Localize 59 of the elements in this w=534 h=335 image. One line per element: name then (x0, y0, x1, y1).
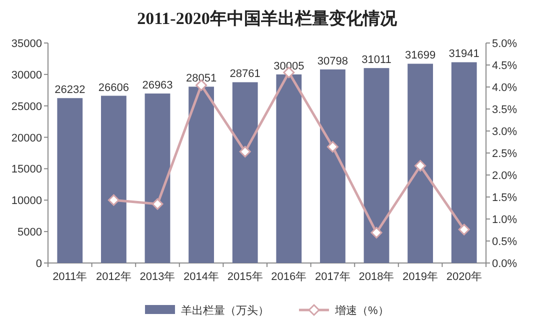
point (152, 198, 164, 210)
y2-tick-label: 5.0% (492, 38, 518, 50)
bar (408, 64, 433, 263)
x-tick-label: 2020年 (446, 271, 482, 283)
data-label: 26606 (98, 82, 129, 94)
y2-tick-label: 0.5% (492, 236, 518, 248)
y-tick-label: 25000 (11, 100, 42, 113)
bar (188, 86, 214, 263)
y-tick-label: 15000 (11, 164, 42, 176)
data-label: 28761 (230, 68, 260, 80)
y2-tick-label: 0.0% (492, 258, 518, 270)
y-tick-label: 5000 (18, 226, 42, 239)
y-tick-label: 35000 (11, 38, 42, 50)
point (239, 146, 251, 158)
y-tick-label: 30000 (11, 69, 42, 82)
y2-tick-label: 2.0% (492, 170, 518, 182)
x-tick-label: 2011年 (52, 271, 88, 283)
data-label: 30005 (274, 60, 304, 72)
y2-tick-label: 4.0% (492, 82, 518, 94)
data-label: 28051 (186, 72, 217, 85)
legend-label: 羊出栏量（万头） (181, 304, 269, 317)
bar (364, 68, 390, 263)
y2-tick-label: 1.5% (492, 192, 518, 204)
y2-tick-label: 3.5% (492, 104, 518, 116)
x-tick-label: 2015年 (227, 271, 263, 283)
x-tick-label: 2012年 (96, 271, 132, 283)
point (108, 194, 120, 206)
point (370, 226, 382, 238)
x-tick-label: 2014年 (184, 271, 220, 283)
bar (101, 96, 126, 263)
point (458, 224, 470, 236)
x-tick-label: 2013年 (140, 271, 176, 283)
data-label: 31011 (362, 54, 392, 66)
bar (144, 94, 170, 263)
bar (232, 82, 258, 263)
bar (451, 62, 477, 263)
y2-tick-label: 3.0% (492, 126, 518, 138)
x-tick-label: 2017年 (314, 271, 350, 283)
x-tick-label: 2018年 (358, 271, 394, 283)
bar (57, 98, 83, 263)
point (326, 141, 338, 153)
y-tick-label: 0 (36, 258, 42, 270)
data-label: 31699 (405, 50, 436, 62)
y-tick-label: 10000 (11, 195, 42, 208)
y2-tick-label: 4.5% (492, 60, 518, 72)
x-tick-label: 2019年 (402, 271, 438, 283)
y2-tick-label: 2.5% (492, 148, 518, 160)
chart-title: 2011-2020年中国羊出栏量变化情况 (137, 9, 398, 28)
y2-tick-label: 1.0% (492, 214, 518, 226)
data-label: 26232 (54, 84, 86, 96)
bar (320, 69, 346, 263)
legend-label: 增速（%） (334, 304, 389, 317)
point (414, 160, 426, 172)
data-label: 31941 (448, 48, 480, 60)
data-label: 26963 (142, 80, 173, 92)
y-tick-label: 20000 (11, 132, 42, 144)
bar (276, 74, 302, 263)
data-label: 30798 (317, 55, 348, 68)
x-tick-label: 2016年 (271, 271, 307, 283)
